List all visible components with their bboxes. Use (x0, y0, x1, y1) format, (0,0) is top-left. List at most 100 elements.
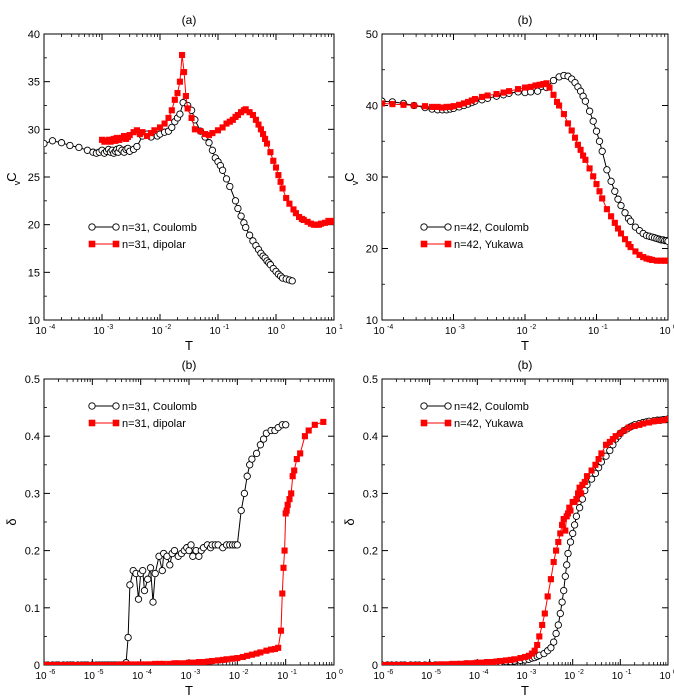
data-point (84, 661, 91, 665)
data-point (66, 141, 74, 150)
x-tick-label: 10 (659, 326, 671, 337)
legend-item: n=31, dipolar (88, 239, 186, 251)
data-point (242, 223, 250, 232)
x-tick-label: 10 (151, 326, 163, 337)
data-point (421, 661, 429, 665)
series-second (98, 51, 334, 228)
legend-item: n=42, Coulomb (420, 401, 529, 413)
data-point (389, 101, 396, 108)
data-point (568, 127, 575, 134)
data-point (558, 598, 566, 606)
data-point (151, 127, 158, 134)
legend-marker (444, 419, 452, 427)
data-point (205, 139, 213, 147)
data-layer (44, 418, 327, 665)
data-point (139, 129, 146, 136)
series-line (382, 418, 668, 665)
x-tick-exponent: 1 (339, 324, 343, 331)
data-point (149, 598, 157, 606)
data-point (134, 595, 143, 603)
data-point (234, 204, 242, 213)
data-point (561, 572, 569, 580)
data-point (64, 661, 71, 665)
data-point (493, 91, 500, 98)
data-point (170, 546, 179, 555)
data-point (330, 217, 334, 224)
x-tick-label: 10 (373, 326, 385, 337)
x-tick-label: 10 (35, 671, 47, 682)
data-point (582, 156, 589, 163)
x-tick-exponent: -2 (165, 324, 171, 331)
data-point (89, 661, 96, 665)
data-point (297, 450, 304, 457)
y-axis-label-subscript: v (350, 180, 360, 185)
x-axis-label: T (521, 683, 529, 698)
data-point (595, 456, 602, 463)
x-axis-label: T (521, 338, 529, 353)
data-point (497, 657, 504, 665)
data-point (560, 586, 568, 595)
data-point (554, 621, 562, 629)
data-point (305, 427, 312, 434)
data-point (60, 661, 67, 665)
data-point (506, 88, 513, 95)
x-axis-label: T (185, 338, 193, 353)
data-point (94, 661, 101, 665)
y-tick-label: 30 (28, 124, 40, 136)
legend-label: n=42, Coulomb (454, 401, 529, 413)
x-tick-exponent: -4 (387, 324, 393, 331)
data-point (279, 590, 286, 597)
data-point (577, 146, 584, 153)
series-coulomb (382, 415, 668, 665)
data-point (547, 644, 555, 652)
data-point (286, 200, 293, 207)
data-point (428, 103, 436, 110)
y-tick-label: 35 (28, 77, 40, 89)
data-point (617, 201, 625, 210)
panel-b-delta-n42: (b)10-610-510-410-310-210-110000.10.20.3… (342, 358, 674, 698)
x-tick-exponent: -6 (49, 669, 55, 676)
data-point (78, 661, 85, 665)
data-point (556, 102, 563, 109)
data-point (277, 627, 285, 634)
y-tick-label: 0.5 (363, 374, 378, 386)
data-point (382, 661, 386, 665)
data-point (544, 593, 551, 600)
x-tick-exponent: -5 (435, 669, 441, 676)
data-point (108, 661, 115, 665)
x-tick-exponent: -4 (146, 669, 152, 676)
data-point (541, 610, 548, 617)
data-point (432, 661, 439, 665)
data-point (621, 236, 629, 243)
x-tick-label: 10 (659, 671, 671, 682)
data-point (50, 661, 57, 665)
y-tick-label: 0 (372, 660, 378, 672)
x-tick-exponent: 0 (339, 669, 343, 676)
legend-label: n=42, Coulomb (454, 222, 529, 234)
plot-frame (381, 33, 669, 321)
data-point (606, 446, 614, 455)
legend-label: n=31, dipolar (122, 239, 186, 251)
data-point (151, 569, 159, 578)
data-point (533, 87, 542, 95)
data-point (144, 575, 152, 583)
data-point (400, 101, 407, 108)
data-point (283, 194, 290, 202)
data-point (556, 609, 564, 618)
data-point (550, 638, 558, 646)
data-point (181, 69, 188, 76)
data-point (521, 84, 529, 91)
data-layer (44, 51, 334, 285)
data-point (560, 111, 567, 118)
data-point (463, 660, 470, 665)
y-tick-label: 25 (28, 172, 40, 184)
data-point (410, 102, 418, 109)
legend-label: n=31, dipolar (122, 418, 186, 430)
data-point (595, 137, 604, 145)
data-point (567, 507, 574, 514)
x-tick-exponent: -4 (482, 669, 488, 676)
x-tick-label: 10 (93, 326, 105, 337)
data-point (578, 490, 585, 497)
x-tick-exponent: -1 (291, 669, 297, 676)
data-point (450, 103, 457, 110)
